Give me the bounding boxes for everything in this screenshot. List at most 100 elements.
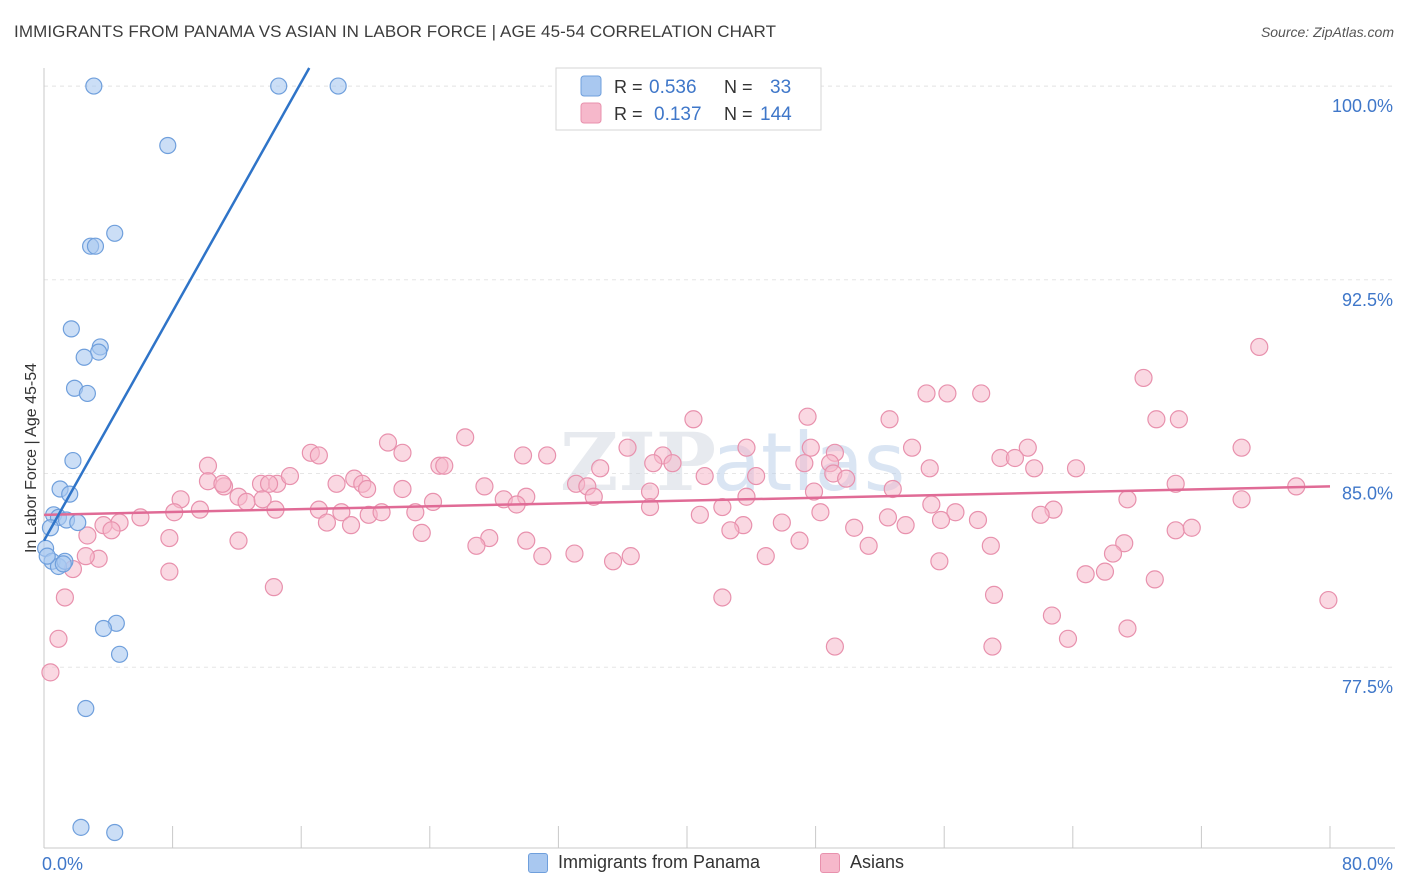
asians-point	[327, 474, 346, 493]
asians-point	[798, 407, 817, 426]
asians-point	[1147, 410, 1166, 429]
asians-point	[513, 446, 533, 465]
asians-point	[358, 479, 377, 499]
stats-legend: R = 0.536 N = 33 R = 0.137 N = 144	[555, 67, 822, 131]
asians-point	[533, 547, 552, 566]
asians-point	[1118, 619, 1137, 638]
asians-point	[618, 438, 637, 457]
legend-item-asians: Asians	[820, 852, 904, 873]
stats-n-value-panama: 33	[770, 77, 791, 98]
asians-point	[1232, 490, 1251, 509]
asians-trend-line	[43, 485, 1331, 517]
panama-point	[106, 823, 124, 842]
asians-point	[1025, 459, 1044, 478]
asians-point	[795, 454, 814, 473]
asians-point	[591, 459, 610, 478]
chart-title: IMMIGRANTS FROM PANAMA VS ASIAN IN LABOR…	[14, 22, 777, 41]
asians-point	[1250, 337, 1269, 357]
asians-point	[1182, 518, 1201, 537]
asians-point	[695, 466, 714, 486]
asians-point	[737, 487, 756, 506]
asians-point	[467, 536, 486, 555]
source-label: Source: ZipAtlas.com	[1260, 24, 1394, 40]
panama-points	[37, 77, 347, 842]
asians-point	[1066, 459, 1086, 478]
asians-point	[811, 503, 830, 522]
panama-point	[159, 136, 177, 155]
stats-r-label-asians: R =	[614, 104, 643, 124]
asians-point	[1095, 562, 1115, 581]
legend-label-panama: Immigrants from Panama	[558, 852, 761, 872]
asians-point	[1058, 629, 1078, 648]
asians-point	[920, 459, 939, 478]
watermark: ZIP atlas	[560, 415, 905, 509]
asians-point	[259, 474, 279, 493]
asians-point	[713, 588, 732, 607]
asians-points	[41, 337, 1338, 682]
stats-r-label-panama: R =	[614, 77, 643, 97]
asians-point	[102, 521, 121, 540]
asians-point	[412, 523, 431, 543]
panama-trend-line	[42, 67, 311, 542]
asians-point	[902, 438, 922, 457]
panama-point	[62, 320, 80, 338]
asians-point	[538, 446, 557, 465]
y-tick-label: 85.0%	[1342, 483, 1393, 503]
asians-point	[984, 585, 1004, 604]
asians-point	[801, 438, 820, 457]
asians-point	[917, 384, 936, 403]
panama-point	[94, 619, 113, 638]
asians-point	[644, 454, 663, 473]
panama-point	[90, 343, 108, 361]
asians-point	[790, 531, 809, 550]
asians-point	[1103, 544, 1123, 563]
stats-r-value-panama: 0.536	[649, 77, 697, 98]
asians-point	[517, 531, 536, 550]
legend-swatch-panama	[528, 852, 548, 873]
asians-point	[237, 492, 256, 512]
asians-point	[565, 544, 584, 563]
stats-legend-swatch-asians	[580, 102, 602, 124]
stats-n-label-panama: N =	[724, 77, 753, 97]
panama-point	[77, 699, 95, 718]
asians-point	[1134, 368, 1153, 388]
asians-point	[880, 410, 899, 429]
asians-point	[49, 629, 68, 648]
legend-swatch-asians	[820, 852, 840, 873]
asians-point	[1005, 448, 1025, 468]
asians-point	[931, 510, 951, 530]
asians-point	[1319, 590, 1338, 610]
asians-point	[845, 518, 864, 537]
grid-layer	[44, 85, 1395, 668]
x-tick-label: 0.0%	[42, 854, 83, 874]
asians-point	[160, 528, 179, 548]
asians-point	[883, 479, 902, 499]
asians-point	[825, 637, 844, 656]
asians-point	[1115, 534, 1134, 553]
asians-point	[423, 492, 443, 512]
asians-point	[253, 490, 272, 509]
asians-point	[435, 456, 454, 475]
stats-r-value-asians: 0.137	[654, 104, 702, 125]
panama-point	[69, 513, 87, 532]
stats-n-label-asians: N =	[724, 104, 753, 124]
panama-point	[110, 645, 129, 663]
asians-point	[663, 454, 682, 473]
panama-point	[329, 77, 347, 95]
asians-point	[475, 477, 494, 496]
asians-point	[198, 456, 218, 475]
asians-point	[76, 547, 95, 566]
asians-point	[837, 469, 856, 488]
asians-point	[930, 552, 949, 571]
panama-point	[38, 547, 56, 565]
asians-point	[922, 495, 941, 514]
asians-point	[968, 510, 988, 530]
asians-point	[603, 552, 623, 571]
asians-point	[721, 521, 740, 540]
panama-point	[72, 818, 90, 836]
panama-point	[78, 384, 97, 403]
asians-point	[1145, 570, 1164, 589]
asians-point	[981, 536, 1000, 555]
asians-point	[690, 505, 709, 524]
